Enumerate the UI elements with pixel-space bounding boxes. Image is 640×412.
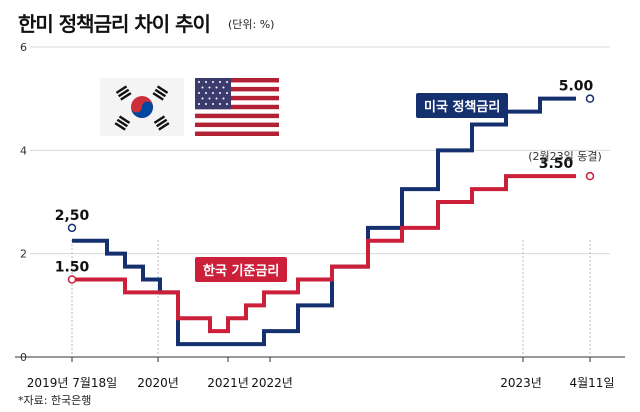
kr-end-point [585,171,595,181]
united-states-flag-icon [195,78,279,136]
x-tick-label: 2022년 [251,376,293,390]
us-end-point [585,94,595,103]
x-tick-label: 2020년 [137,376,179,390]
unit-note: (단위: %) [228,18,275,31]
x-tick-label: 2021년 [207,376,249,390]
y-tick-label: 2 [20,248,27,261]
x-tick-label: 4월11일 [570,376,615,390]
us-series-label: 미국 정책금리 [416,93,509,118]
x-tick-label: 2023년 [500,376,542,390]
us-rate-line [72,96,576,347]
us-end-label: 5.00 [559,79,594,95]
source-note: *자료: 한국은행 [18,394,92,407]
y-tick-label: 6 [20,41,27,54]
kr-rate-line [72,174,576,334]
x-tick-label: 2019년 7월18일 [27,376,117,390]
page-title: 한미 정책금리 차이 추이 [18,12,211,36]
kr-end-label: 3.50 [539,156,574,172]
kr-start-point [67,275,77,284]
freeze-annotation: (2월23일 동결) [528,149,602,163]
kr-start-label: 1.50 [55,259,90,275]
us-start-point [67,223,77,233]
south-korea-flag-icon [100,78,184,136]
kr-series-label: 한국 기준금리 [195,257,288,282]
y-tick-label: 4 [20,144,27,157]
us-start-label: 2,50 [55,208,90,224]
